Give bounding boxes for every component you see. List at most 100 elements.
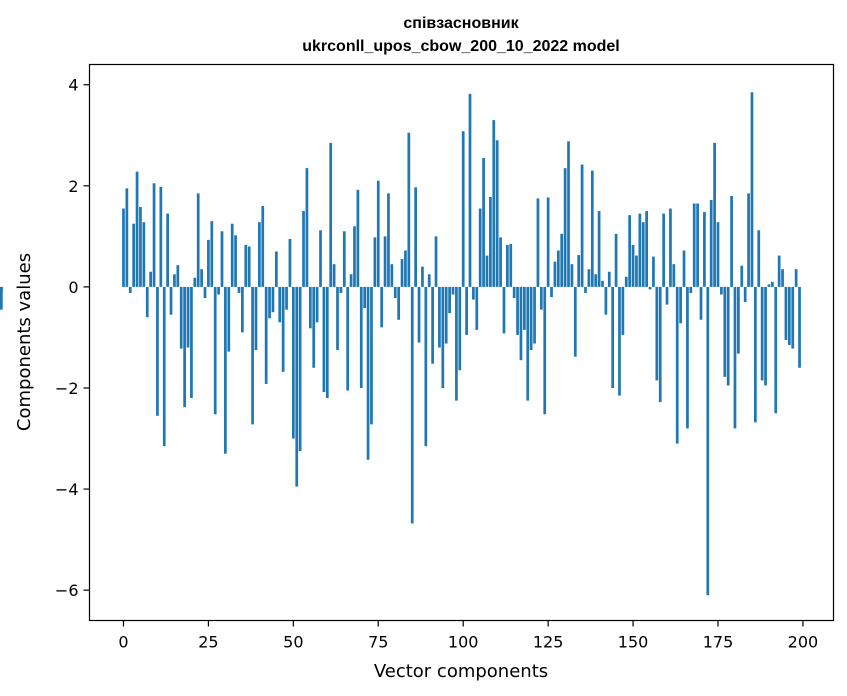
bar <box>342 231 346 287</box>
bar <box>781 269 784 287</box>
bar <box>764 286 767 386</box>
bar <box>332 264 336 287</box>
x-tick-label: 150 <box>618 633 649 652</box>
bar <box>577 255 581 287</box>
bar <box>492 120 496 287</box>
bar <box>410 286 414 524</box>
bar <box>173 274 176 287</box>
bar <box>567 141 570 287</box>
bar <box>468 93 472 287</box>
bar <box>723 286 727 377</box>
bar <box>200 269 203 287</box>
bar <box>533 286 536 344</box>
bar <box>696 203 699 287</box>
bar <box>305 168 309 287</box>
x-tick-label: 0 <box>118 633 128 652</box>
bar <box>529 286 533 351</box>
bar <box>784 286 788 340</box>
bar <box>737 286 740 354</box>
bar <box>247 246 251 287</box>
bar <box>281 286 285 372</box>
bar <box>655 286 659 381</box>
bar <box>393 286 397 299</box>
bar <box>472 286 475 300</box>
bar <box>451 286 455 295</box>
bar <box>692 203 696 287</box>
bar <box>227 286 231 352</box>
bar <box>757 230 761 287</box>
bar <box>787 286 791 346</box>
bar <box>485 255 489 287</box>
bar <box>132 223 136 287</box>
x-tick-label: 75 <box>368 633 388 652</box>
bar <box>502 286 506 334</box>
bar <box>312 286 316 368</box>
bar <box>230 223 234 287</box>
bar <box>356 189 360 287</box>
bar <box>414 187 417 287</box>
bar <box>210 221 214 287</box>
y-tick-label: 2 <box>68 177 78 196</box>
bar <box>770 281 774 287</box>
y-tick-label: 0 <box>68 278 78 297</box>
bar <box>186 286 190 348</box>
y-tick-label: −4 <box>55 480 79 499</box>
bar <box>400 259 404 287</box>
bar <box>244 244 248 287</box>
bar <box>128 286 132 293</box>
bar <box>302 211 305 287</box>
bar <box>183 286 186 408</box>
y-tick-label: −6 <box>55 581 79 600</box>
bar <box>424 286 428 447</box>
bar <box>767 284 771 287</box>
bar <box>254 286 258 351</box>
bar <box>315 286 319 323</box>
bar <box>203 286 207 299</box>
bar <box>258 222 261 287</box>
bar <box>387 193 390 287</box>
bar <box>193 277 197 287</box>
bar <box>560 233 564 287</box>
bar <box>703 212 706 287</box>
bar <box>747 193 750 287</box>
bar <box>441 286 445 388</box>
bar <box>750 92 754 287</box>
bar <box>383 236 387 287</box>
bar <box>774 286 778 414</box>
bar <box>465 286 468 335</box>
bar <box>665 286 669 305</box>
bar <box>686 286 689 429</box>
bar <box>506 244 509 287</box>
bar <box>516 286 519 335</box>
bar <box>713 142 716 287</box>
bar <box>482 158 485 287</box>
x-axis-label: Vector components <box>374 661 548 682</box>
bar <box>404 250 407 287</box>
bar <box>122 208 125 287</box>
bar <box>597 211 601 287</box>
bar <box>268 286 271 319</box>
bar <box>536 198 540 287</box>
bar <box>720 286 723 295</box>
bar <box>791 286 795 349</box>
bar <box>431 286 434 364</box>
bar <box>519 286 523 361</box>
bar <box>349 274 353 287</box>
bar <box>522 286 526 330</box>
y-axis-label: Components values <box>14 253 35 431</box>
bar <box>213 286 217 415</box>
bar <box>499 237 502 287</box>
bar <box>285 286 288 310</box>
bar <box>652 256 655 287</box>
bar <box>139 207 142 287</box>
bar <box>682 250 686 287</box>
bar <box>570 264 574 287</box>
bar <box>716 222 720 287</box>
bar <box>397 286 401 320</box>
bar <box>190 286 193 399</box>
bar <box>730 195 733 287</box>
bar <box>370 286 373 425</box>
bar <box>145 286 149 318</box>
bar <box>380 286 384 328</box>
